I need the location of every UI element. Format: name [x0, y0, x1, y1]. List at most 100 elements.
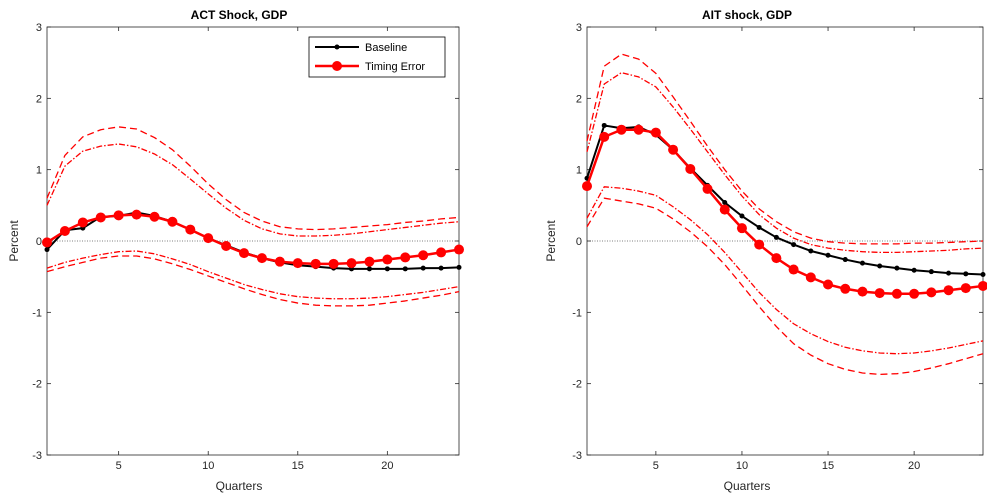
- y-tick-label: 2: [36, 93, 42, 105]
- data-point-timing-error: [42, 237, 52, 248]
- y-tick-label: -2: [572, 379, 582, 391]
- series-line-timing-error: [585, 128, 984, 296]
- y-tick-label: -3: [32, 450, 42, 462]
- data-point-timing-error: [616, 124, 627, 135]
- y-tick-label: 1: [36, 165, 42, 177]
- data-point-timing-error: [203, 233, 214, 244]
- x-tick-label: 5: [653, 460, 659, 472]
- data-point-timing-error: [364, 256, 375, 267]
- x-tick-label: 10: [736, 460, 748, 472]
- y-tick-label: 3: [36, 22, 42, 34]
- chart-panel-ait-shock: -3 -2 -1 0 1 2 3 5 10 15 20 AIT shock, GDP Quarter…: [544, 8, 987, 493]
- data-point-timing-error: [650, 127, 661, 138]
- y-tick-label: 0: [36, 236, 42, 248]
- data-point-baseline: [402, 266, 408, 272]
- data-point-timing-error: [400, 252, 411, 263]
- x-tick-label: 15: [292, 460, 304, 472]
- data-point-timing-error: [185, 224, 196, 235]
- data-point-timing-error: [633, 124, 644, 135]
- data-point-timing-error: [719, 204, 730, 215]
- x-tick-label: 5: [116, 460, 122, 472]
- chart-legend: Baseline Timing Error: [308, 36, 446, 78]
- data-point-timing-error: [668, 144, 679, 155]
- data-point-timing-error: [454, 244, 464, 255]
- band-line-dashed: [46, 255, 460, 307]
- data-point-timing-error: [736, 223, 747, 234]
- plot-area: -3 -2 -1 0 1 2 3 5 10 15 20: [32, 22, 464, 472]
- data-point-timing-error: [891, 288, 902, 299]
- data-point-baseline: [739, 213, 745, 219]
- data-point-timing-error: [310, 258, 321, 269]
- data-point-baseline: [894, 265, 900, 271]
- data-point-timing-error: [95, 212, 106, 223]
- plot-area: -3 -2 -1 0 1 2 3 5 10 15 20: [572, 22, 987, 472]
- data-point-timing-error: [771, 253, 782, 264]
- data-point-timing-error: [292, 258, 303, 269]
- data-point-baseline: [44, 247, 50, 253]
- data-point-timing-error: [239, 248, 250, 259]
- data-point-baseline: [928, 269, 934, 275]
- data-point-timing-error: [805, 272, 816, 283]
- data-point-baseline: [420, 265, 426, 271]
- y-tick-label: 0: [576, 236, 582, 248]
- band-line-dashed: [586, 53, 984, 245]
- data-point-baseline: [842, 257, 848, 263]
- legend-box: [308, 36, 446, 78]
- series-line-baseline: [46, 211, 460, 270]
- data-point-timing-error: [702, 183, 713, 194]
- data-point-timing-error: [77, 217, 88, 228]
- legend-label-timing-error: Timing Error: [365, 61, 425, 73]
- data-point-baseline: [601, 122, 607, 128]
- data-point-timing-error: [418, 250, 429, 261]
- y-tick-label: -1: [572, 307, 582, 319]
- data-point-timing-error: [59, 226, 70, 237]
- band-line-dashdot: [46, 250, 460, 300]
- data-point-timing-error: [874, 288, 885, 299]
- data-point-baseline: [456, 264, 462, 270]
- data-point-timing-error: [754, 239, 765, 250]
- data-point-timing-error: [436, 247, 447, 258]
- data-point-baseline: [808, 248, 814, 254]
- y-axis-label: Percent: [544, 220, 558, 262]
- data-point-timing-error: [131, 209, 142, 220]
- x-axis-label: Quarters: [216, 479, 263, 493]
- data-point-timing-error: [149, 211, 160, 222]
- data-point-timing-error: [685, 163, 696, 174]
- chart-title: AIT shock, GDP: [702, 8, 792, 22]
- chart-title: ACT Shock, GDP: [191, 8, 288, 22]
- data-point-timing-error: [840, 283, 851, 294]
- data-point-baseline: [722, 199, 728, 205]
- data-point-baseline: [384, 266, 390, 272]
- data-point-timing-error: [943, 285, 954, 296]
- data-point-timing-error: [382, 254, 393, 265]
- data-point-timing-error: [909, 288, 920, 299]
- x-tick-label: 20: [908, 460, 920, 472]
- data-point-baseline: [438, 265, 444, 271]
- legend-marker-baseline: [334, 44, 340, 50]
- data-point-timing-error: [978, 280, 987, 291]
- data-point-timing-error: [113, 210, 124, 221]
- data-point-baseline: [366, 266, 372, 272]
- data-point-timing-error: [274, 256, 285, 267]
- data-point-baseline: [946, 270, 952, 276]
- data-point-timing-error: [960, 283, 971, 294]
- series-line-baseline: [586, 124, 984, 276]
- data-point-baseline: [963, 271, 969, 277]
- data-point-baseline: [877, 263, 883, 269]
- chart-panel-act-shock: -3 -2 -1 0 1 2 3 5 10 15 20 ACT Shock, GDP Quarter…: [7, 8, 464, 493]
- data-point-baseline: [773, 234, 779, 240]
- data-point-timing-error: [926, 287, 937, 298]
- legend-marker-timing-error: [332, 61, 342, 71]
- band-line-dashed: [586, 197, 984, 376]
- data-point-timing-error: [823, 279, 834, 290]
- data-point-baseline: [980, 272, 986, 278]
- data-point-baseline: [911, 267, 917, 273]
- data-point-timing-error: [256, 253, 267, 264]
- data-point-timing-error: [167, 216, 178, 227]
- y-tick-label: -2: [32, 379, 42, 391]
- data-point-timing-error: [346, 258, 357, 269]
- data-point-baseline: [825, 252, 831, 258]
- y-tick-label: 2: [576, 93, 582, 105]
- data-point-timing-error: [221, 240, 232, 251]
- band-line-dashed: [46, 126, 460, 231]
